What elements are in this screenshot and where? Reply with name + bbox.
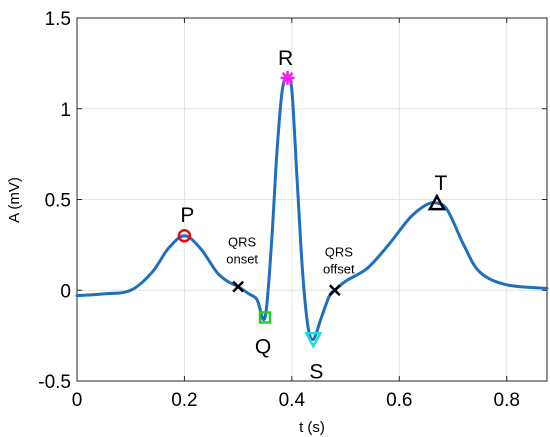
x-tick-label: 0.8 (494, 390, 520, 411)
t-marker (427, 193, 446, 211)
y-tick-label: 1.5 (45, 9, 71, 30)
s-marker (304, 332, 323, 349)
qrs-offset-label-line: QRS (325, 244, 354, 259)
ecg-series-line (75, 75, 549, 342)
x-axis-ticks: 0 0.2 0.4 0.6 0.8 (72, 18, 520, 411)
q-label: Q (255, 335, 271, 358)
wave-markers (177, 70, 446, 349)
asterisk-stroke (281, 72, 294, 84)
x-marker-stroke (328, 284, 341, 297)
grid (76, 17, 547, 382)
p-label: P (180, 204, 194, 227)
x-marker-stroke (232, 280, 245, 293)
p-marker (177, 229, 192, 243)
y-axis-ticks: -0.5 0 0.5 1 1.5 (38, 9, 547, 393)
qrs-offset-marker (328, 284, 341, 297)
q-marker (258, 311, 272, 324)
y-tick-label: -0.5 (38, 372, 71, 393)
r-label: R (278, 47, 293, 70)
qrs-offset-label-line: offset (323, 261, 355, 276)
x-tick-label: 0.2 (171, 390, 197, 411)
s-label: S (309, 360, 323, 383)
t-label: T (434, 172, 447, 195)
y-axis-label: A (mV) (6, 177, 23, 223)
y-tick-label: 1 (60, 100, 71, 121)
qrs-onset-label-line: QRS (228, 235, 257, 250)
x-tick-label: 0.4 (279, 390, 306, 411)
r-marker (280, 70, 295, 85)
y-tick-label: 0 (60, 281, 71, 302)
qrs-onset-marker (232, 280, 245, 293)
x-tick-label: 0 (72, 390, 83, 411)
x-tick-label: 0.6 (386, 390, 412, 411)
qrs-onset-label-line: onset (226, 252, 258, 267)
y-tick-label: 0.5 (45, 191, 71, 212)
x-axis-label: t (s) (299, 419, 325, 436)
